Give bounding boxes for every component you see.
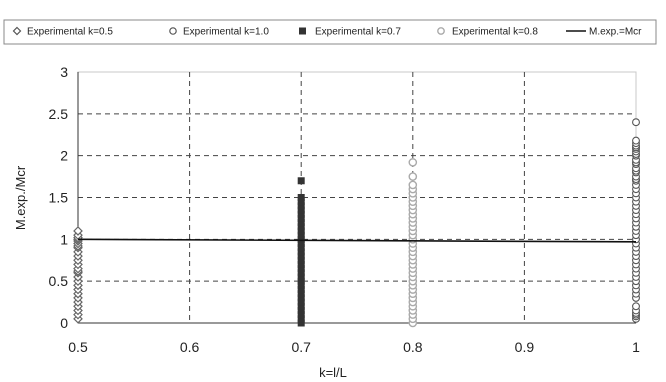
y-tick-label: 3 [60,64,68,80]
data-point-k07 [297,194,305,201]
legend-item-k07: Experimental k=0.7 [299,27,401,38]
legend: Experimental k=0.5 Experimental k=1.0 Ex… [3,19,657,45]
legend-label-reference: M.exp.=Mcr [589,27,642,38]
data-point-k07 [297,235,305,243]
legend-marker-diamond-icon [12,26,22,36]
data-point-k07 [297,311,305,319]
data-point-k07 [297,306,305,314]
data-point-k07 [297,269,305,277]
data-point-k07 [297,202,305,210]
data-point-k07 [297,281,305,289]
y-tick-label: 0.5 [49,273,69,289]
data-point-k07 [297,315,305,323]
x-tick-label: 0.8 [403,339,423,355]
data-point-k07 [297,214,305,222]
data-point-k07 [297,319,305,327]
tick-labels: 00.511.522.530.5 0.6 0.7 0.8 0.9 1 [49,64,641,355]
y-tick-label: 2.5 [49,106,69,122]
x-tick-label: 0.5 [68,339,88,355]
data-point-k07 [297,290,305,298]
data-point-k07 [297,223,305,231]
legend-label-k07: Experimental k=0.7 [315,27,401,38]
data-point-k07 [297,260,305,268]
data-point-k10 [632,302,640,311]
data-point-k07 [297,256,305,264]
legend-item-k05: Experimental k=0.5 [12,26,113,38]
data-point-k07 [297,198,305,206]
data-point-k07 [297,206,305,214]
legend-label-k05: Experimental k=0.5 [27,27,113,38]
legend-label-k08: Experimental k=0.8 [452,27,538,38]
legend-item-reference-line: M.exp.=Mcr [566,27,642,38]
x-tick-label: 0.7 [291,339,311,355]
data-point-k07 [297,219,305,227]
y-tick-label: 1 [60,231,68,247]
legend-marker-gray-circle-icon [437,27,445,35]
data-point-k10 [632,136,640,145]
data-point-k08 [408,158,418,167]
data-point-k07 [297,248,305,256]
y-axis-title: M.exp./Mcr [13,165,28,230]
x-tick-label: 0.9 [515,339,535,355]
legend-label-k10: Experimental k=1.0 [183,27,269,38]
data-points [73,118,640,328]
reference-line [77,238,637,243]
legend-frame [3,19,657,45]
y-tick-label: 2 [60,148,68,164]
data-point-k07 [297,177,305,185]
x-axis-title: k=l/L [319,365,347,380]
data-point-k08 [408,180,418,190]
x-tick-label: 0.6 [180,339,200,355]
data-point-k07 [297,240,305,248]
data-point-k05 [73,226,83,236]
data-point-k07 [297,277,305,285]
data-point-k08 [408,172,418,181]
legend-marker-circle-icon [169,27,177,35]
data-point-k10 [632,118,640,127]
y-tick-label: 0 [60,315,68,331]
data-point-k07 [297,231,305,239]
data-point-k07 [297,294,305,302]
data-point-k07 [297,252,305,260]
legend-item-k10: Experimental k=1.0 [169,27,269,38]
data-point-k07 [297,265,305,273]
data-point-k07 [297,273,305,281]
legend-marker-square-icon [299,27,306,35]
y-tick-label: 1.5 [49,190,69,206]
data-point-k07 [297,244,305,252]
data-point-k07 [297,210,305,218]
x-tick-label: 1 [632,339,640,355]
data-point-k07 [297,298,305,306]
data-point-k07 [297,302,305,310]
data-point-k07 [297,286,305,294]
reference-line-group [77,238,637,243]
data-point-k07 [297,227,305,235]
legend-item-k08: Experimental k=0.8 [437,27,538,38]
